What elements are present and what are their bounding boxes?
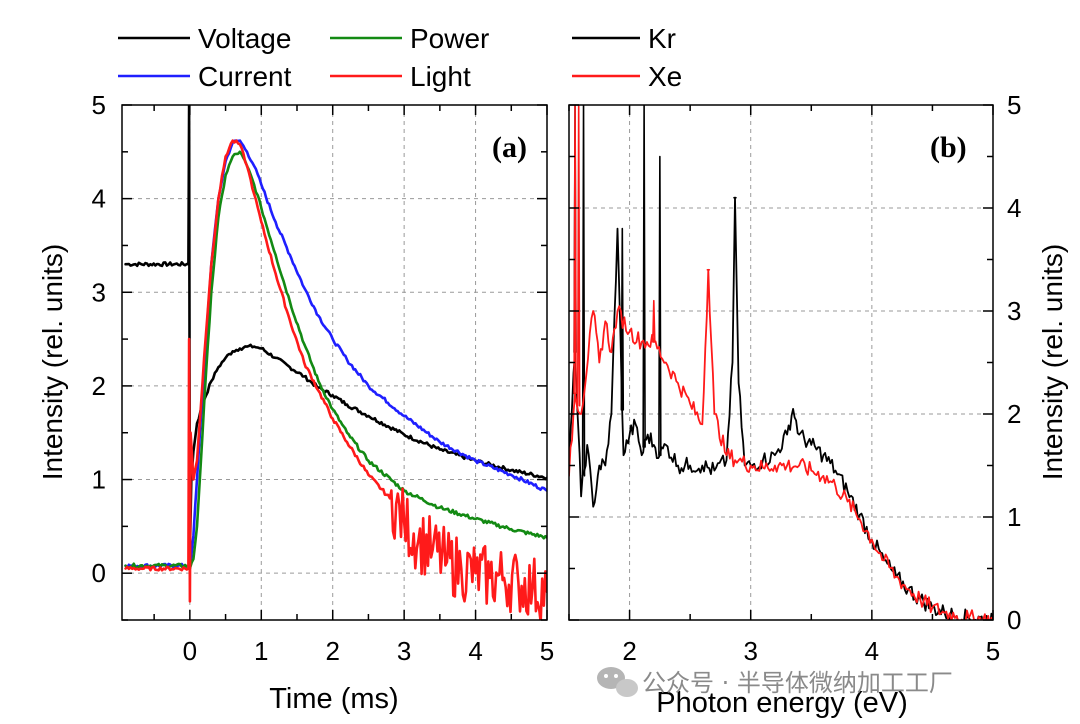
x-tick-label: 4 <box>865 636 879 666</box>
series-xe-spike <box>652 299 656 343</box>
y-tick-label: 4 <box>92 184 106 214</box>
legend: Voltage Power Current Light Kr Xe <box>118 23 682 92</box>
x-tick-label: 5 <box>986 636 1000 666</box>
x-tick-label: 2 <box>622 636 636 666</box>
y-tick-label: 1 <box>92 465 106 495</box>
series-xe-spike <box>573 105 577 395</box>
panel-b-frame <box>568 104 994 621</box>
series-kr-spike <box>581 105 586 477</box>
y-tick-label: 2 <box>1007 399 1021 429</box>
x-tick-label: 4 <box>468 636 482 666</box>
series-power-line <box>124 150 547 570</box>
series-kr-spike <box>658 155 662 456</box>
y-tick-label: 5 <box>92 90 106 120</box>
panel-b-label: (b) <box>930 131 967 164</box>
series-kr-spike <box>620 227 625 411</box>
y-tick-label: 3 <box>1007 296 1021 326</box>
legend-entry-current: Current <box>118 61 292 92</box>
y-tick-label: 0 <box>92 558 106 588</box>
legend-entry-xe: Xe <box>572 61 682 92</box>
series-clip-group <box>569 105 993 620</box>
y-tick-label: 1 <box>1007 502 1021 532</box>
series-kr-spike <box>642 105 646 448</box>
x-tick-label: 1 <box>254 636 268 666</box>
legend-label-power: Power <box>410 23 489 54</box>
x-tick-label: 5 <box>540 636 554 666</box>
panel-a-ylabel: Intensity (rel. units) <box>37 244 68 481</box>
legend-label-current: Current <box>198 61 292 92</box>
legend-label-light: Light <box>410 61 471 92</box>
series-xe-line <box>569 268 993 620</box>
panel-a-label: (a) <box>492 131 527 164</box>
y-tick-label: 0 <box>1007 605 1021 635</box>
watermark-text: 公众号 · 半导体微纳加工工厂 <box>642 669 953 697</box>
legend-entry-voltage: Voltage <box>118 23 291 54</box>
series-xe-spike <box>576 105 581 407</box>
legend-label-kr: Kr <box>648 23 676 54</box>
panel-a-ticks: 0 1 2 3 4 5 0 1 2 3 4 5 <box>92 90 555 666</box>
legend-entry-power: Power <box>330 23 489 54</box>
legend-entry-light: Light <box>330 61 471 92</box>
wechat-icon <box>597 667 638 697</box>
series-kr-line <box>569 196 993 620</box>
panel-b-ylabel: Intensity (rel. units) <box>1037 244 1068 481</box>
legend-entry-kr: Kr <box>572 23 676 54</box>
x-tick-label: 2 <box>325 636 339 666</box>
panel-a-grid <box>122 105 547 620</box>
panel-b-xlabel: Photon energy (eV) <box>656 687 907 719</box>
x-tick-label: 3 <box>397 636 411 666</box>
panel-b-grid <box>569 105 993 620</box>
series-current-line <box>124 139 547 570</box>
panel-a: 0 1 2 3 4 5 0 1 2 3 4 5 (a) Time (ms) Intensity (re… <box>37 90 554 715</box>
x-tick-label: 3 <box>743 636 757 666</box>
panel-a-xlabel: Time (ms) <box>269 683 398 715</box>
watermark: 公众号 · 半导体微纳加工工厂 <box>597 667 953 697</box>
x-tick-label: 0 <box>183 636 197 666</box>
y-tick-label: 4 <box>1007 193 1021 223</box>
panel-a-series <box>124 105 547 620</box>
legend-label-xe: Xe <box>648 61 682 92</box>
y-tick-label: 2 <box>92 371 106 401</box>
series-clip-group <box>124 105 547 620</box>
legend-label-voltage: Voltage <box>198 23 291 54</box>
panel-a-frame <box>121 104 548 621</box>
y-tick-label: 5 <box>1007 90 1021 120</box>
panel-b-series <box>569 105 993 620</box>
y-tick-label: 3 <box>92 277 106 307</box>
series-light-line <box>124 139 547 620</box>
